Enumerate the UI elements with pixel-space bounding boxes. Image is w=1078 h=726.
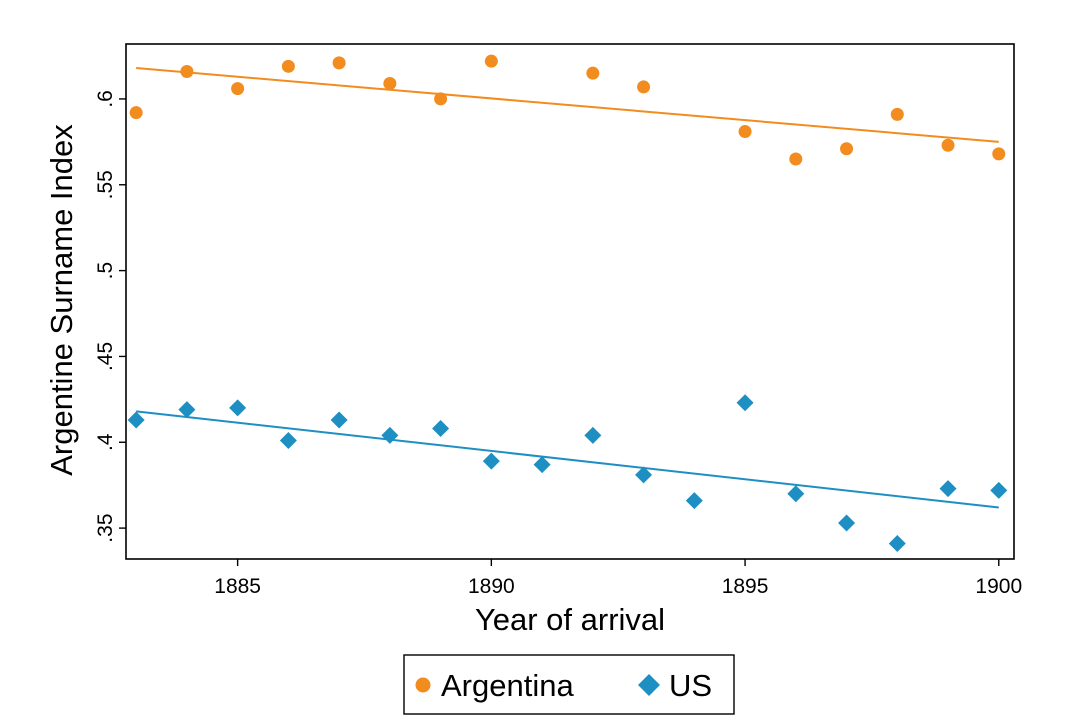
y-tick-label: .45 — [94, 342, 117, 371]
point-us — [584, 426, 602, 444]
point-us — [432, 420, 450, 438]
point-us — [178, 401, 196, 419]
point-us — [127, 411, 145, 429]
legend-marker-argentina — [415, 677, 431, 693]
y-tick-label: .6 — [94, 90, 117, 108]
y-tick-label: .4 — [94, 433, 117, 451]
fit-line-us — [136, 410, 999, 509]
y-tick-label: .35 — [94, 513, 117, 542]
x-tick-label: 1890 — [468, 575, 515, 598]
y-tick-label: .55 — [94, 170, 117, 199]
point-argentina — [789, 152, 803, 166]
x-axis: 1885 1890 1895 1900 — [214, 559, 1022, 598]
point-argentina — [890, 107, 904, 121]
point-us — [330, 411, 348, 429]
legend-label-argentina: Argentina — [441, 668, 574, 703]
point-us — [635, 466, 653, 484]
point-us — [533, 456, 551, 474]
point-argentina — [231, 82, 245, 96]
y-axis-title: Argentine Surname Index — [44, 124, 79, 476]
point-us — [939, 480, 957, 498]
point-argentina — [840, 142, 854, 156]
point-us — [838, 514, 856, 532]
point-argentina — [281, 59, 295, 73]
point-argentina — [941, 138, 955, 152]
fit-line-argentina — [136, 67, 999, 143]
x-axis-title: Year of arrival — [475, 602, 665, 637]
point-us — [381, 426, 399, 444]
point-us — [787, 485, 805, 503]
x-tick-label: 1885 — [214, 575, 261, 598]
point-us — [482, 452, 500, 470]
x-tick-label: 1895 — [722, 575, 769, 598]
point-argentina — [992, 147, 1006, 161]
fit-lines — [136, 67, 999, 509]
point-us — [736, 394, 754, 412]
point-us — [229, 399, 247, 417]
point-us — [279, 432, 297, 450]
point-argentina — [586, 66, 600, 80]
point-us — [685, 492, 703, 510]
legend: Argentina US — [403, 654, 735, 715]
point-argentina — [129, 106, 143, 120]
point-argentina — [383, 76, 397, 90]
point-us — [888, 535, 906, 553]
point-argentina — [332, 56, 346, 70]
point-argentina — [738, 125, 752, 139]
point-argentina — [484, 54, 498, 68]
point-us — [990, 481, 1008, 499]
data-markers — [127, 54, 1008, 553]
point-argentina — [434, 92, 448, 106]
legend-label-us: US — [669, 668, 712, 703]
plot-frame — [125, 43, 1015, 560]
legend-marker-us — [638, 674, 660, 696]
x-tick-label: 1900 — [975, 575, 1022, 598]
y-axis: .35 .4 .45 .5 .55 .6 — [94, 90, 126, 543]
legend-box — [403, 654, 735, 715]
point-argentina — [637, 80, 651, 94]
y-tick-label: .5 — [94, 262, 117, 280]
point-argentina — [180, 64, 194, 78]
